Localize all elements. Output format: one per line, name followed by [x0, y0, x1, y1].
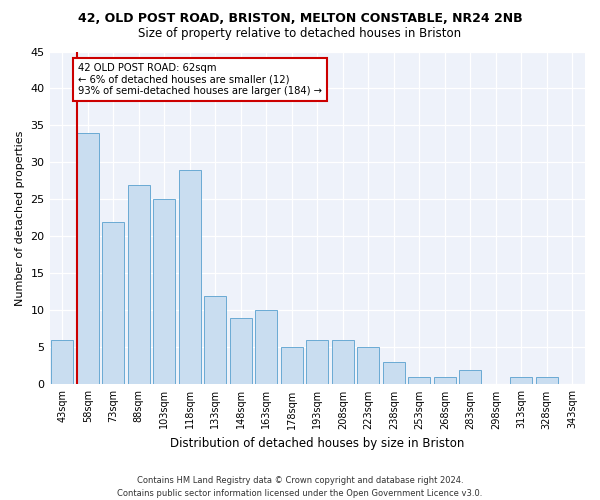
- Bar: [307, 340, 328, 384]
- Bar: [332, 340, 353, 384]
- Text: Size of property relative to detached houses in Briston: Size of property relative to detached ho…: [139, 28, 461, 40]
- Bar: [128, 184, 149, 384]
- Bar: [154, 200, 175, 384]
- Bar: [103, 222, 124, 384]
- Bar: [460, 370, 481, 384]
- X-axis label: Distribution of detached houses by size in Briston: Distribution of detached houses by size …: [170, 437, 464, 450]
- Bar: [52, 340, 73, 384]
- Bar: [77, 133, 98, 384]
- Bar: [536, 377, 557, 384]
- Bar: [205, 296, 226, 384]
- Bar: [434, 377, 455, 384]
- Bar: [358, 348, 379, 385]
- Bar: [230, 318, 251, 384]
- Text: 42 OLD POST ROAD: 62sqm
← 6% of detached houses are smaller (12)
93% of semi-det: 42 OLD POST ROAD: 62sqm ← 6% of detached…: [79, 62, 322, 96]
- Bar: [179, 170, 200, 384]
- Bar: [281, 348, 302, 385]
- Y-axis label: Number of detached properties: Number of detached properties: [15, 130, 25, 306]
- Bar: [383, 362, 404, 384]
- Bar: [256, 310, 277, 384]
- Bar: [511, 377, 532, 384]
- Bar: [409, 377, 430, 384]
- Text: Contains HM Land Registry data © Crown copyright and database right 2024.
Contai: Contains HM Land Registry data © Crown c…: [118, 476, 482, 498]
- Text: 42, OLD POST ROAD, BRISTON, MELTON CONSTABLE, NR24 2NB: 42, OLD POST ROAD, BRISTON, MELTON CONST…: [77, 12, 523, 26]
